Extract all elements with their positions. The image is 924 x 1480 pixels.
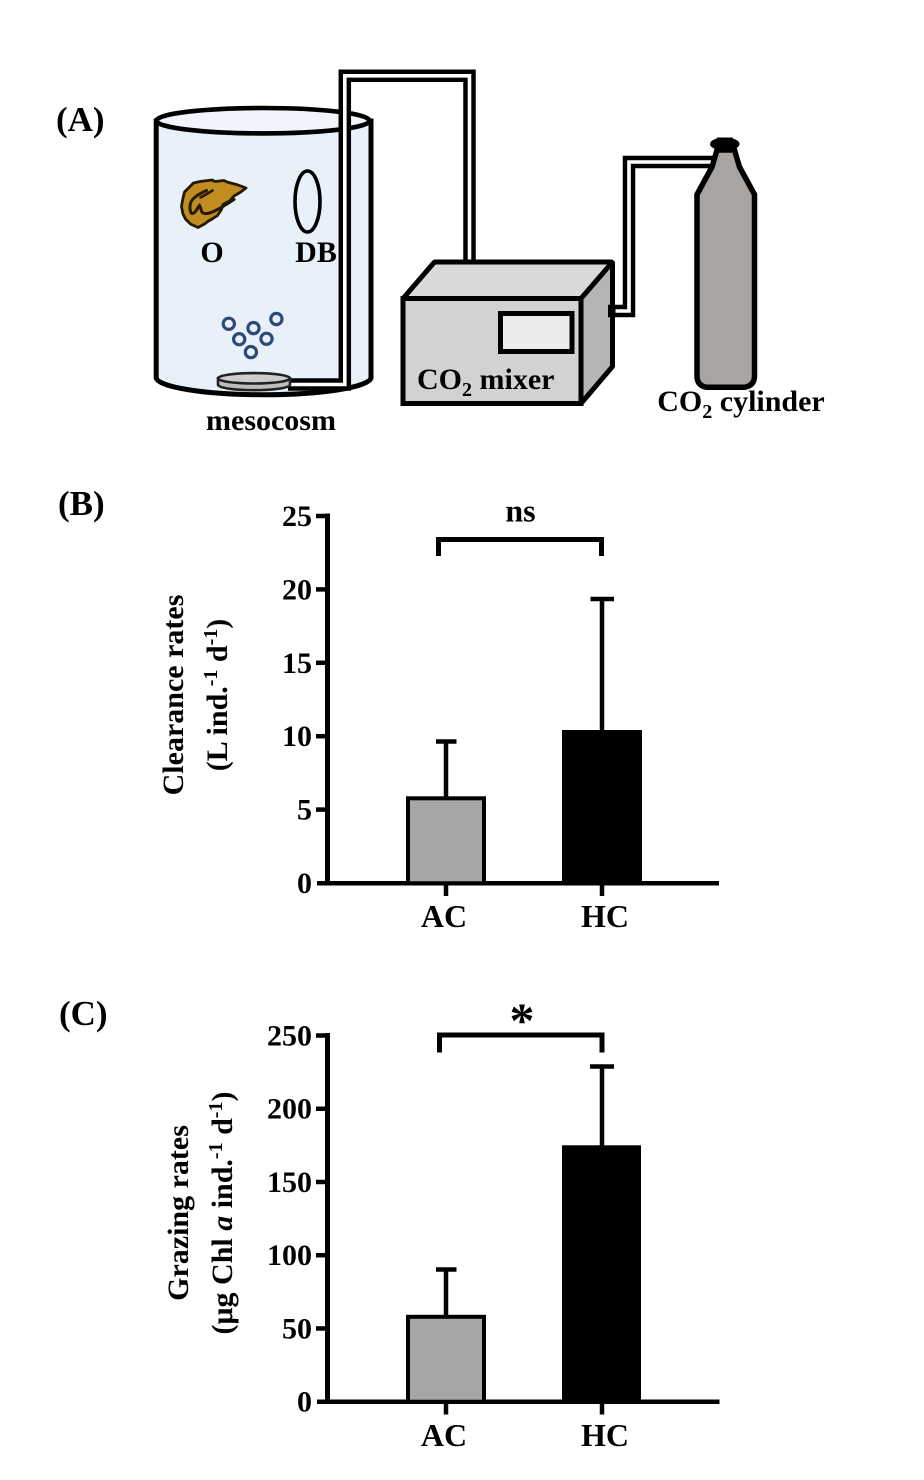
svg-text:AC: AC	[421, 1417, 467, 1453]
svg-text:10: 10	[282, 720, 312, 753]
svg-text:Grazing rates: Grazing rates	[162, 1125, 195, 1301]
svg-text:CO2 cylinder: CO2 cylinder	[657, 385, 825, 423]
svg-text:100: 100	[267, 1239, 312, 1272]
svg-text:*: *	[510, 992, 535, 1048]
svg-text:50: 50	[282, 1313, 312, 1346]
svg-text:(C): (C)	[59, 994, 108, 1033]
svg-text:20: 20	[282, 573, 312, 606]
svg-text:(A): (A)	[56, 100, 105, 139]
svg-text:(μg Chl a ind.-1 d-1): (μg Chl a ind.-1 d-1)	[205, 1092, 239, 1335]
svg-text:250: 250	[267, 1020, 312, 1053]
svg-text:DB: DB	[295, 236, 337, 269]
svg-text:O: O	[200, 236, 223, 269]
svg-text:mesocosm: mesocosm	[206, 404, 336, 437]
svg-text:15: 15	[282, 647, 312, 680]
svg-text:25: 25	[282, 500, 312, 533]
svg-text:(B): (B)	[58, 484, 105, 523]
svg-text:HC: HC	[581, 898, 629, 934]
svg-text:Clearance rates: Clearance rates	[157, 595, 190, 796]
svg-text:0: 0	[297, 1386, 312, 1419]
svg-text:(L ind.-1 d-1): (L ind.-1 d-1)	[200, 619, 234, 772]
svg-text:AC: AC	[421, 898, 467, 934]
svg-text:CO2 mixer: CO2 mixer	[417, 363, 554, 401]
svg-text:200: 200	[267, 1093, 312, 1126]
svg-text:HC: HC	[581, 1417, 629, 1453]
svg-text:0: 0	[297, 867, 312, 900]
svg-text:5: 5	[297, 794, 312, 827]
svg-text:150: 150	[267, 1166, 312, 1199]
svg-text:ns: ns	[505, 493, 535, 529]
